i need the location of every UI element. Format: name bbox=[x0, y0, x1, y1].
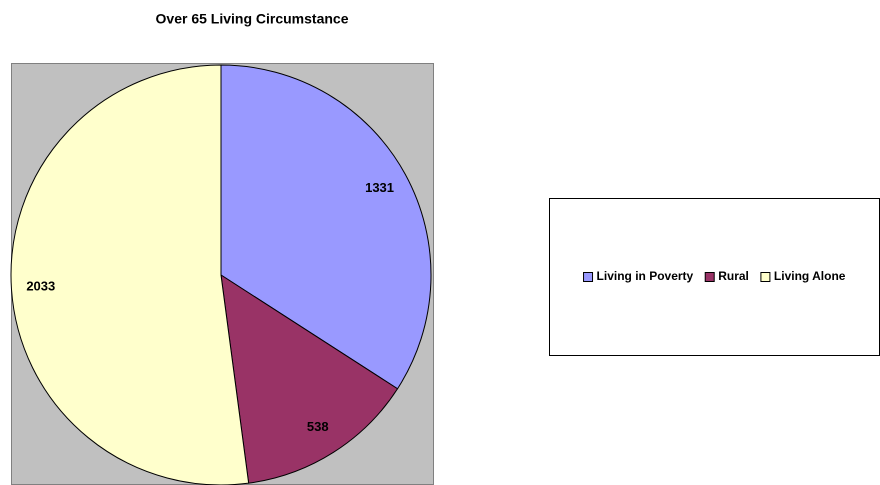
legend-swatch bbox=[704, 272, 715, 282]
legend-swatch bbox=[583, 272, 594, 282]
legend-label: Living Alone bbox=[774, 269, 846, 283]
chart-title: Over 65 Living Circumstance bbox=[156, 11, 349, 27]
pie-slice bbox=[220, 273, 399, 484]
pie-slice bbox=[10, 64, 250, 485]
legend-label: Rural bbox=[718, 269, 749, 283]
pie-slice bbox=[220, 64, 432, 390]
data-label: 538 bbox=[307, 419, 329, 434]
data-label: 1331 bbox=[365, 180, 394, 195]
legend-swatch bbox=[760, 272, 771, 282]
legend-label: Living in Poverty bbox=[597, 269, 694, 283]
data-label: 2033 bbox=[26, 278, 55, 293]
